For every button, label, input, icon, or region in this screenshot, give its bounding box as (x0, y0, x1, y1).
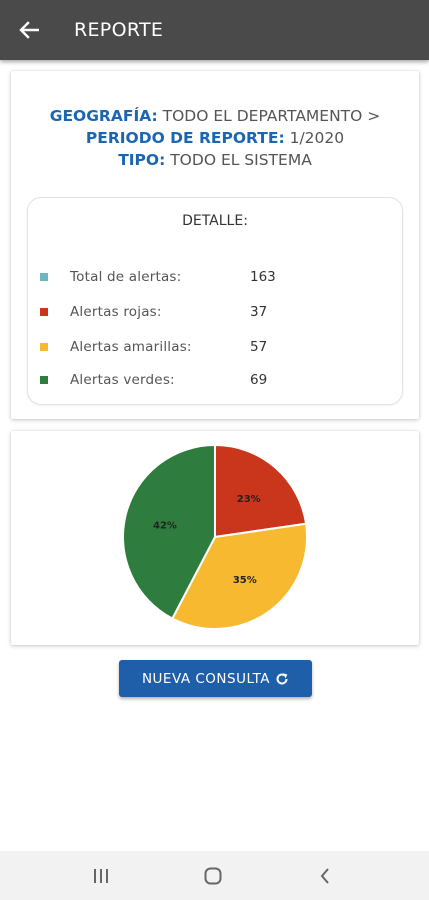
detail-value-amarillas: 57 (250, 339, 268, 355)
pie-label-2: 35% (233, 575, 257, 586)
detail-label-rojas: Alertas rojas: (70, 304, 162, 320)
nueva-consulta-button[interactable]: NUEVA CONSULTA (119, 660, 312, 697)
arrow-left-icon (19, 21, 39, 39)
geografia-label: GEOGRAFÍA: (49, 107, 158, 125)
pie-label-1: 23% (237, 494, 261, 505)
tipo-line: TIPO: TODO EL SISTEMA (11, 149, 419, 171)
periodo-label: PERIODO DE REPORTE: (85, 129, 285, 147)
detail-value-rojas: 37 (250, 304, 268, 320)
legend-dot-amarillas (40, 343, 48, 351)
detail-row-total: Total de alertas: 163 (28, 269, 404, 289)
detail-box: DETALLE: Total de alertas: 163 Alertas r… (27, 197, 403, 405)
legend-dot-verdes (40, 376, 48, 384)
detail-row-amarillas: Alertas amarillas: 57 (28, 339, 404, 359)
page-title: REPORTE (74, 19, 164, 41)
recents-button[interactable] (71, 851, 131, 900)
pie-label-3: 42% (153, 521, 177, 532)
report-info-card: GEOGRAFÍA: TODO EL DEPARTAMENTO > PERIOD… (11, 71, 419, 419)
back-button[interactable] (0, 0, 58, 60)
pie-slice-2[interactable] (171, 522, 308, 630)
home-button[interactable] (183, 851, 243, 900)
tipo-value: TODO EL SISTEMA (170, 151, 312, 169)
back-chevron-icon (320, 867, 329, 884)
report-summary: GEOGRAFÍA: TODO EL DEPARTAMENTO > PERIOD… (11, 105, 419, 171)
nueva-consulta-label: NUEVA CONSULTA (141, 670, 271, 687)
refresh-icon (276, 672, 288, 685)
legend-dot-total (40, 273, 48, 281)
system-back-button[interactable] (295, 851, 355, 900)
recents-icon (94, 868, 108, 883)
pie-chart: 23% 35% 42% (122, 443, 308, 630)
tipo-label: TIPO: (118, 151, 166, 169)
detail-title: DETALLE: (182, 213, 248, 229)
detail-row-rojas: Alertas rojas: 37 (28, 304, 404, 324)
detail-label-total: Total de alertas: (70, 269, 182, 285)
geografia-line: GEOGRAFÍA: TODO EL DEPARTAMENTO > (11, 105, 419, 127)
detail-row-verdes: Alertas verdes: 69 (28, 372, 404, 392)
periodo-value: 1/2020 (289, 129, 345, 147)
pie-slice-1[interactable] (214, 443, 308, 539)
system-nav-bar (0, 851, 429, 900)
detail-label-amarillas: Alertas amarillas: (70, 339, 192, 355)
chart-card: 23% 35% 42% (11, 431, 419, 645)
periodo-line: PERIODO DE REPORTE: 1/2020 (11, 127, 419, 149)
home-icon (204, 867, 222, 884)
geografia-value[interactable]: TODO EL DEPARTAMENTO > (162, 107, 381, 125)
detail-value-total: 163 (250, 269, 276, 285)
app-bar: REPORTE (0, 0, 429, 60)
legend-dot-rojas (40, 308, 48, 316)
detail-label-verdes: Alertas verdes: (70, 372, 175, 388)
detail-value-verdes: 69 (250, 372, 268, 388)
pie-slice-3[interactable] (122, 443, 216, 620)
